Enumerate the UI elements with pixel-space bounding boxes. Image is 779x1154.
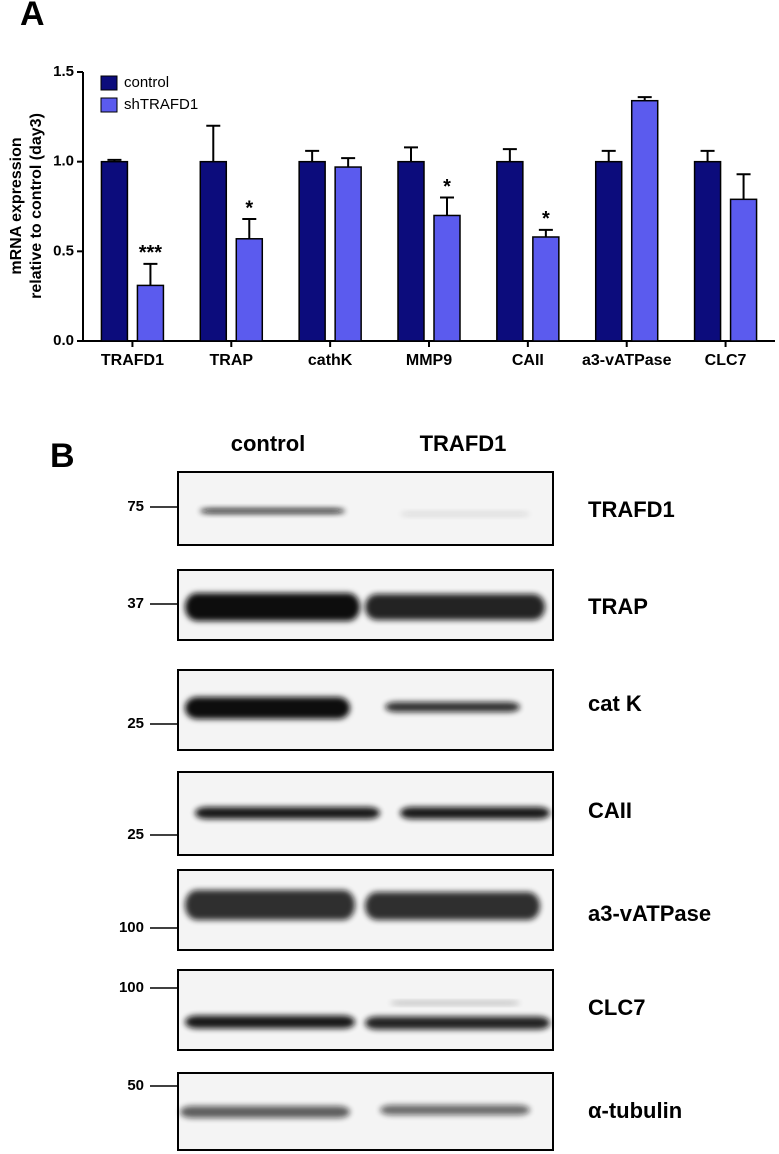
band <box>385 702 520 712</box>
blot <box>177 969 554 1051</box>
panel-label: B <box>50 437 75 475</box>
panel-label: A <box>20 0 45 33</box>
marker-label: 50 <box>127 1077 144 1094</box>
error-bar <box>305 149 320 162</box>
band <box>180 1106 350 1118</box>
band <box>365 594 545 620</box>
protein-label: TRAFD1 <box>588 497 675 522</box>
protein-label: CLC7 <box>588 995 645 1020</box>
significance: * <box>245 197 253 219</box>
protein-label: TRAP <box>588 594 648 619</box>
bar <box>594 160 623 342</box>
band <box>185 697 350 719</box>
bar <box>235 238 264 342</box>
error-bar <box>637 96 652 101</box>
marker-label: 37 <box>127 595 144 612</box>
error-bar <box>502 148 517 162</box>
marker-label: 100 <box>119 919 144 936</box>
band <box>185 593 360 621</box>
error-bar <box>107 158 122 162</box>
protein-label: CAII <box>588 798 632 823</box>
bar <box>136 284 165 342</box>
legend-swatch <box>100 75 118 91</box>
y-tick-label: 0.0 <box>53 332 74 349</box>
error-bar <box>404 146 418 162</box>
error-bar <box>440 196 454 216</box>
legend-swatch <box>100 97 118 113</box>
x-tick-label: TRAP <box>210 352 254 369</box>
bar <box>532 236 560 342</box>
band <box>400 807 550 819</box>
bar <box>693 160 722 342</box>
blot <box>177 471 554 546</box>
band <box>200 508 345 514</box>
x-tick-label: MMP9 <box>406 352 452 369</box>
band <box>365 892 540 920</box>
blot <box>177 569 554 641</box>
band <box>365 1016 550 1030</box>
y-tick-label: 1.0 <box>53 153 74 170</box>
error-bar <box>601 149 616 162</box>
blot <box>177 771 554 856</box>
blot <box>177 669 554 751</box>
marker-label: 75 <box>127 498 144 515</box>
blot <box>177 869 554 951</box>
significance: * <box>443 176 451 198</box>
error-bar <box>206 124 221 162</box>
x-tick-label: TRAFD1 <box>101 352 164 369</box>
x-tick-label: CLC7 <box>705 352 747 369</box>
band <box>380 1105 530 1115</box>
protein-label: cat K <box>588 691 642 716</box>
band <box>185 890 355 920</box>
lane-label: control <box>231 431 306 456</box>
bar <box>433 214 461 342</box>
y-tick-label: 1.5 <box>53 63 74 80</box>
bar <box>298 160 326 342</box>
protein-label: a3-vATPase <box>588 901 711 926</box>
error-bar <box>143 262 158 286</box>
bar <box>630 99 659 342</box>
bar <box>334 166 362 342</box>
lane-label: TRAFD1 <box>420 431 507 456</box>
band <box>390 1001 520 1005</box>
y-axis-label: relative to control (day3) <box>28 113 45 299</box>
legend-label: shTRAFD1 <box>124 96 198 113</box>
bar <box>199 160 228 342</box>
significance: * <box>542 208 550 230</box>
blot-box <box>177 969 554 1051</box>
y-tick-label: 0.5 <box>53 242 74 259</box>
band <box>195 807 380 819</box>
significance: *** <box>139 242 163 264</box>
legend-label: control <box>124 74 169 91</box>
protein-label: α-tubulin <box>588 1098 682 1123</box>
blot <box>177 1072 554 1151</box>
band <box>400 512 530 516</box>
error-bar <box>538 228 553 237</box>
marker-label: 100 <box>119 979 144 996</box>
x-tick-label: cathK <box>308 352 353 369</box>
marker-label: 25 <box>127 826 144 843</box>
bar <box>100 160 129 342</box>
marker-label: 25 <box>127 715 144 732</box>
band <box>185 1015 355 1029</box>
error-bar <box>242 218 257 239</box>
error-bar <box>341 157 356 168</box>
bar <box>397 160 425 342</box>
error-bar <box>700 149 715 162</box>
x-tick-label: a3-vATPase <box>582 352 672 369</box>
y-axis-label: mRNA expression <box>8 137 25 274</box>
bar <box>729 198 758 342</box>
error-bar <box>736 173 751 200</box>
bar <box>496 160 524 342</box>
x-tick-label: CAII <box>512 352 544 369</box>
